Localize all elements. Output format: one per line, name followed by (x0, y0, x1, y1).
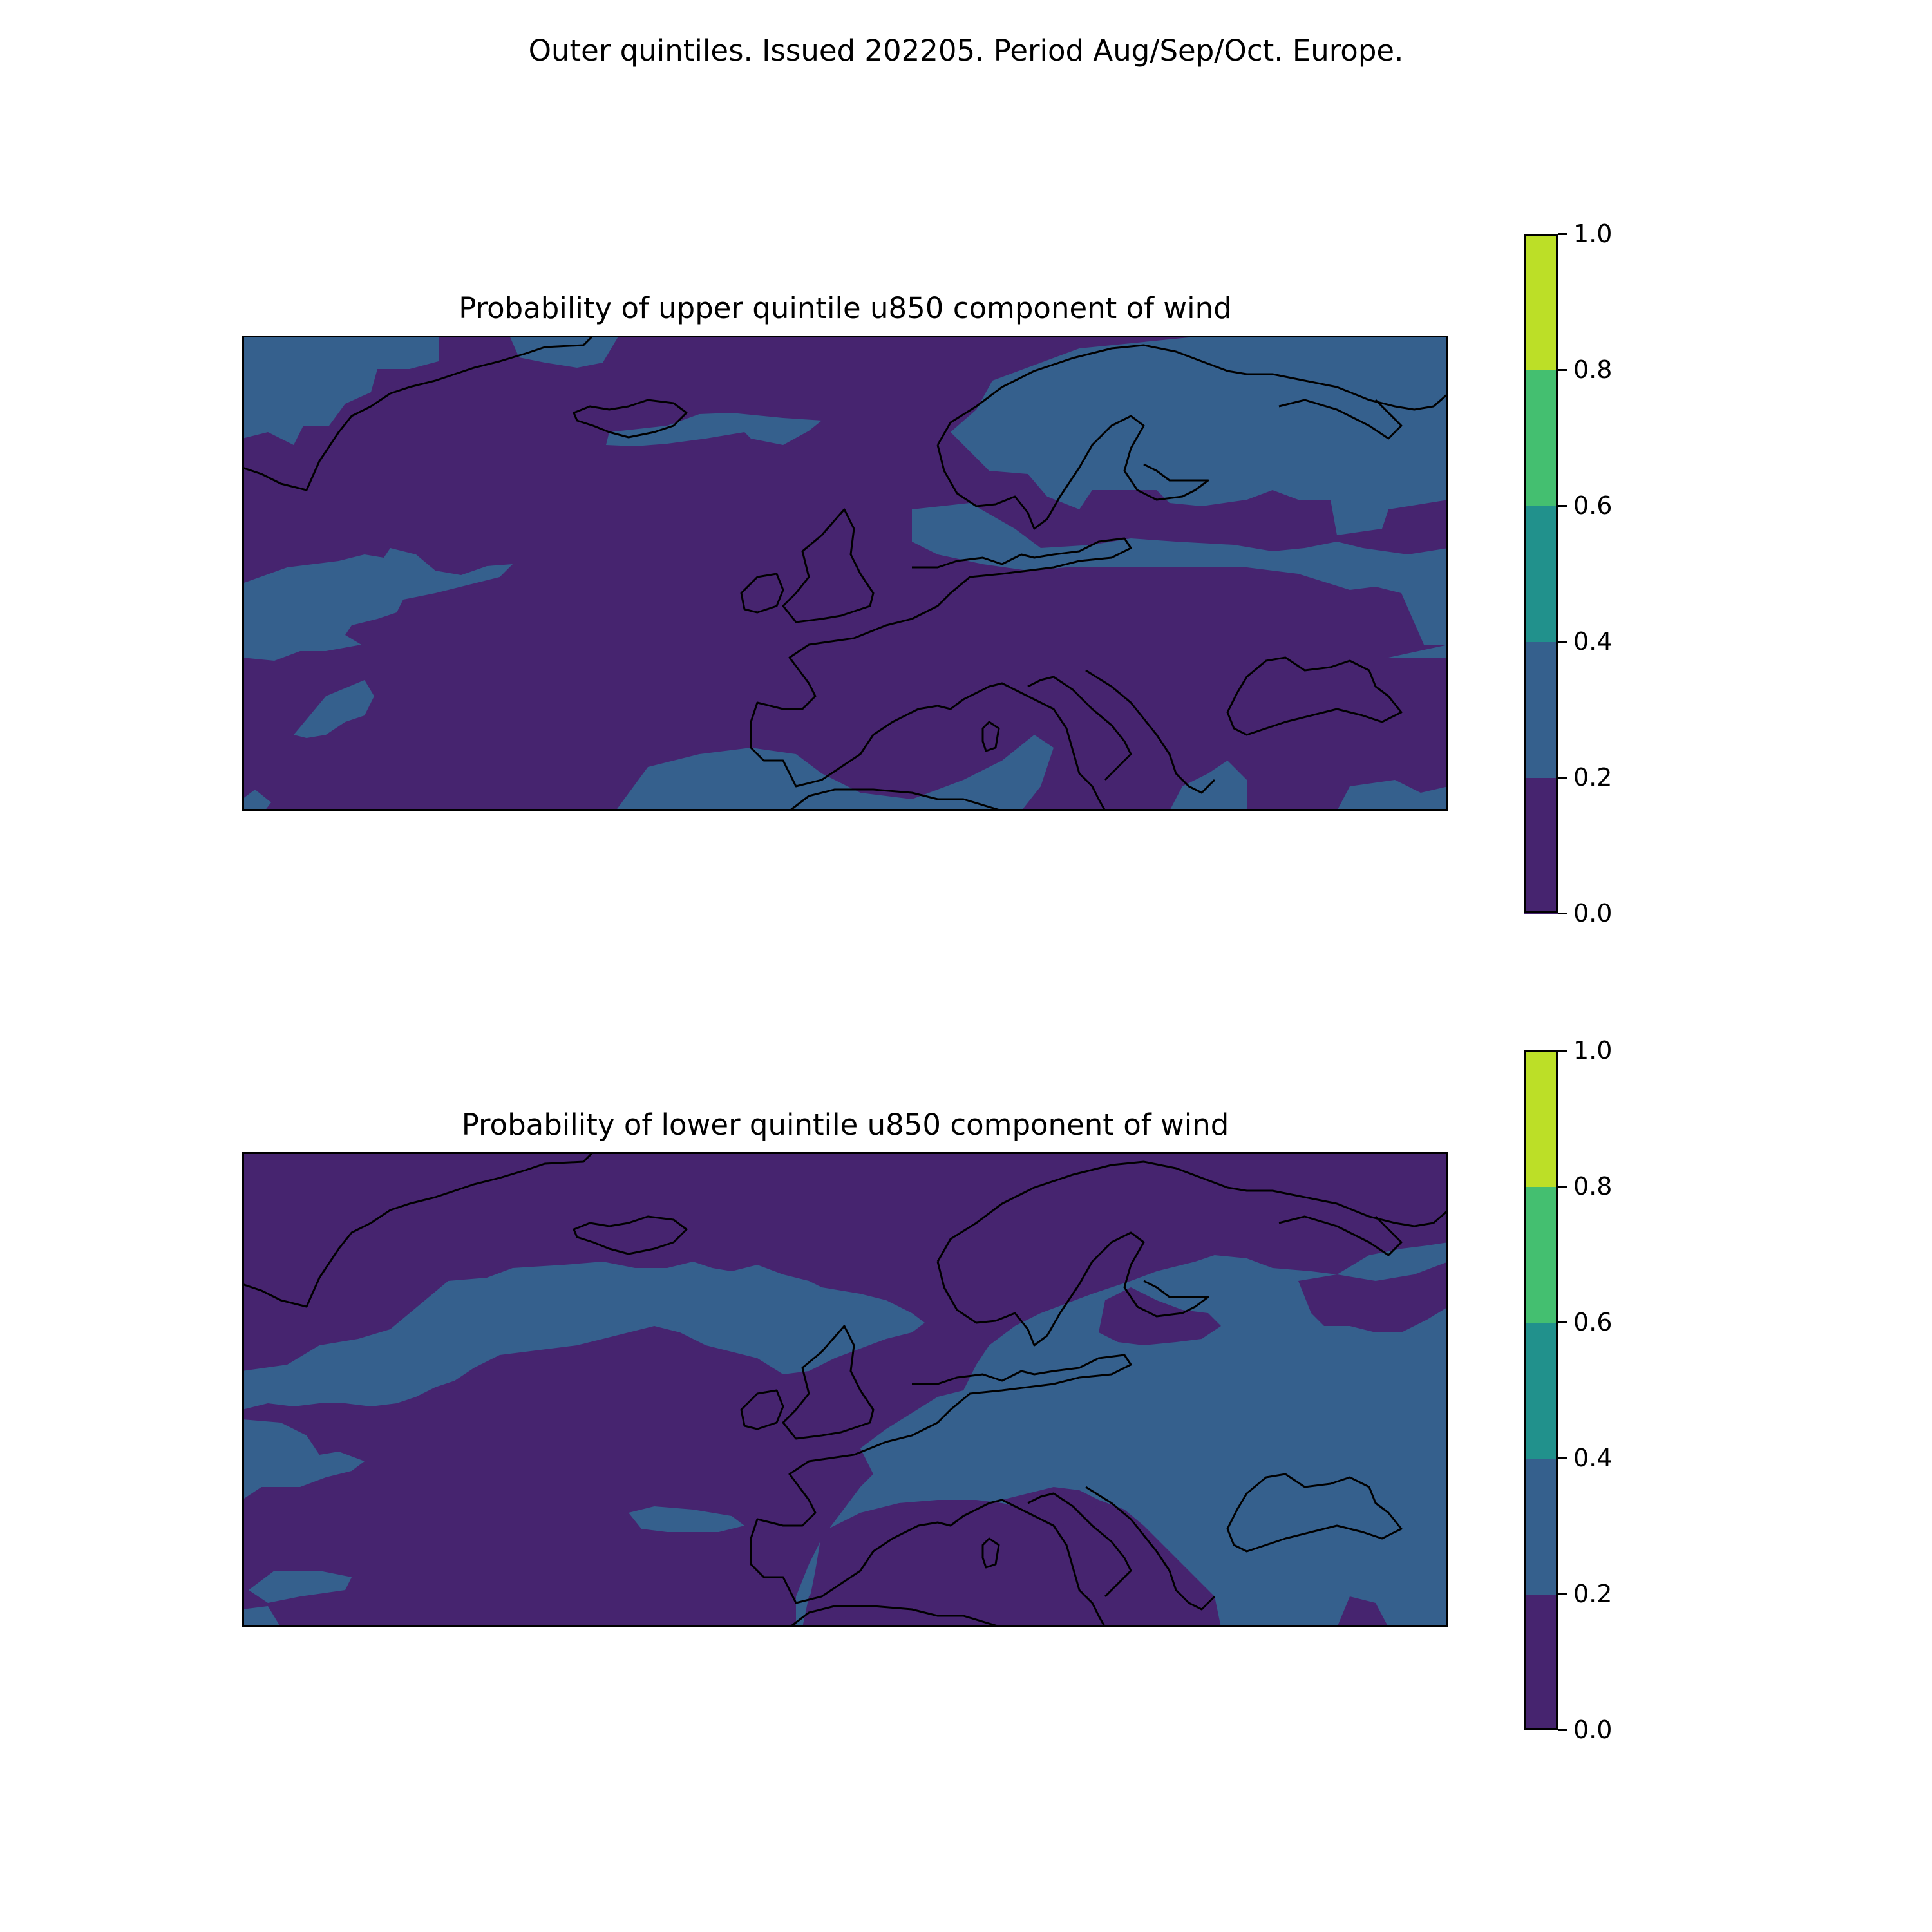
upper-mid-greenland (242, 336, 439, 445)
lower-panel-title: Probability of lower quintile u850 compo… (461, 1108, 1229, 1142)
lower-coast-norway-west (936, 1231, 1209, 1347)
upper-colorbar-tick-label: 0.8 (1573, 355, 1613, 384)
lower-colorbar-tick (1558, 1728, 1567, 1731)
lower-low-mediterranean (802, 1500, 1066, 1627)
upper-mid-ne-east (1388, 645, 1448, 658)
lower-coast-iceland (573, 1215, 688, 1255)
upper-field-mid-regions (242, 336, 1448, 811)
upper-colorbar: 0.0 0.2 0.4 0.6 0.8 1.0 (1524, 221, 1612, 926)
lower-colorbar-tick-label: 0.0 (1573, 1716, 1613, 1744)
upper-coast-sardinia (981, 721, 1000, 752)
upper-mid-azores (294, 680, 374, 738)
lower-colorbar-tick-label: 0.4 (1573, 1444, 1613, 1472)
upper-colorbar-tick (1558, 232, 1567, 235)
upper-colorbar-segment (1524, 370, 1558, 506)
upper-coast-greenland (242, 336, 594, 491)
upper-mid-iberia-south (616, 735, 1054, 811)
lower-coast-sardinia (981, 1537, 1000, 1569)
lower-quintile-map (242, 1152, 1448, 1627)
lower-map-frame (242, 1152, 1448, 1627)
lower-coast-ireland (740, 1389, 784, 1430)
upper-coast-iceland (573, 399, 688, 439)
lower-colorbar-segment (1524, 1322, 1558, 1459)
upper-colorbar-tick-label: 1.0 (1573, 220, 1613, 248)
lower-coast-continent (750, 1354, 1132, 1627)
lower-mid-atlantic-band (242, 1262, 925, 1410)
upper-mid-iceland-south (606, 413, 822, 446)
upper-colorbar-segment (1524, 641, 1558, 778)
lower-field-low-patches (802, 1262, 1448, 1627)
upper-map-frame (242, 336, 1448, 811)
upper-coast-italy (1027, 676, 1132, 781)
upper-panel-title: Probability of upper quintile u850 compo… (459, 291, 1232, 325)
lower-colorbar-segment (1524, 1594, 1558, 1730)
upper-quintile-map (242, 336, 1448, 811)
lower-low-balkan-north (1002, 1487, 1099, 1522)
lower-mid-sw-corner (242, 1606, 281, 1627)
lower-coast-uk (782, 1325, 875, 1440)
upper-coast-continent (750, 537, 1132, 811)
upper-colorbar-tick (1558, 912, 1567, 914)
lower-mid-europe-east (796, 1242, 1448, 1627)
lower-colorbar-tick-label: 0.6 (1573, 1308, 1613, 1336)
upper-colorbar-segment (1524, 506, 1558, 642)
upper-colorbar-segment (1524, 234, 1558, 370)
lower-field-mid-regions (242, 1242, 1448, 1627)
lower-low-east-lobe (1298, 1262, 1448, 1332)
upper-colorbar-tick-label: 0.0 (1573, 899, 1613, 927)
upper-colorbar-tick-label: 0.6 (1573, 491, 1613, 520)
lower-coast-scandinavia (936, 1160, 1448, 1262)
upper-mid-baltic-patch (912, 503, 1448, 645)
figure-suptitle: Outer quintiles. Issued 202205. Period A… (528, 33, 1404, 68)
upper-colorbar-tick (1558, 504, 1567, 507)
upper-coast-balkans (1085, 669, 1216, 794)
upper-coast-norway-west (936, 415, 1209, 530)
upper-mid-mid-atlantic (242, 548, 513, 661)
lower-colorbar-segment (1524, 1458, 1558, 1595)
lower-colorbar-tick-label: 0.2 (1573, 1580, 1613, 1608)
upper-mid-sw-corner (242, 790, 271, 811)
upper-coast-kola (1278, 399, 1403, 440)
lower-coast-north-africa (789, 1605, 1003, 1627)
upper-coast-ireland (740, 573, 784, 614)
upper-coast-scandinavia (936, 344, 1448, 446)
lower-mid-iberia-west (629, 1506, 744, 1532)
lower-colorbar: 0.0 0.2 0.4 0.6 0.8 1.0 (1524, 1037, 1612, 1743)
lower-colorbar-tick-label: 1.0 (1573, 1036, 1613, 1065)
upper-colorbar-tick-label: 0.4 (1573, 627, 1613, 656)
upper-colorbar-tick-label: 0.2 (1573, 763, 1613, 791)
upper-mid-levant (1337, 780, 1448, 811)
upper-colorbar-tick (1558, 368, 1567, 371)
upper-mid-scandinavia-east (951, 336, 1448, 535)
upper-coastlines (242, 336, 1448, 811)
lower-coast-italy (1027, 1492, 1132, 1598)
lower-colorbar-tick (1558, 1185, 1567, 1188)
lower-map-svg (242, 1152, 1448, 1627)
lower-colorbar-tick (1558, 1457, 1567, 1459)
upper-coast-north-africa (789, 788, 1003, 811)
upper-colorbar-tick (1558, 640, 1567, 643)
lower-colorbar-tick-label: 0.8 (1573, 1172, 1613, 1200)
upper-mid-north-atlantic-strip (509, 336, 619, 368)
lower-colorbar-tick (1558, 1593, 1567, 1595)
upper-coast-black-sea (1226, 656, 1403, 736)
lower-colorbar-tick (1558, 1321, 1567, 1323)
lower-coast-black-sea (1226, 1473, 1403, 1553)
lower-coast-kola (1278, 1215, 1403, 1256)
lower-colorbar-segment (1524, 1050, 1558, 1187)
upper-colorbar-segment (1524, 777, 1558, 914)
lower-colorbar-tick (1558, 1049, 1567, 1052)
lower-mid-west-blob (242, 1419, 365, 1500)
lower-colorbar-segment (1524, 1186, 1558, 1323)
upper-colorbar-tick (1558, 776, 1567, 779)
lower-mid-azores (249, 1571, 352, 1603)
lower-coast-balkans (1085, 1486, 1216, 1611)
lower-coast-greenland (242, 1152, 594, 1308)
lower-coastlines (242, 1152, 1448, 1627)
upper-map-svg (242, 336, 1448, 811)
upper-coast-uk (782, 508, 875, 623)
